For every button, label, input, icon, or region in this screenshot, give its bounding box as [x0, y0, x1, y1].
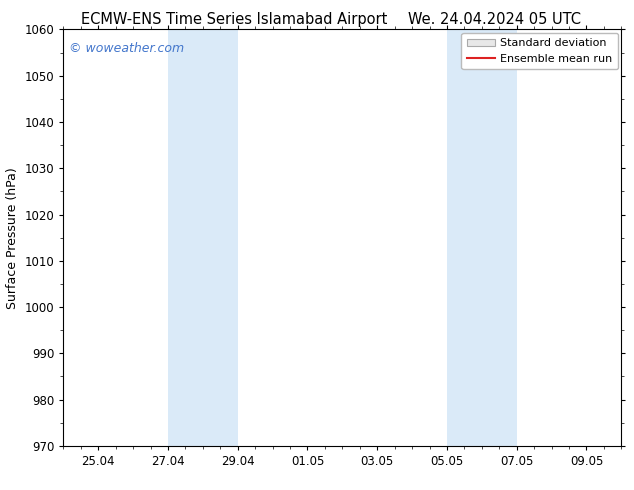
Bar [168, 29, 238, 446]
Text: ECMW-ENS Time Series Islamabad Airport: ECMW-ENS Time Series Islamabad Airport [81, 12, 388, 27]
Text: We. 24.04.2024 05 UTC: We. 24.04.2024 05 UTC [408, 12, 581, 27]
Y-axis label: Surface Pressure (hPa): Surface Pressure (hPa) [6, 167, 19, 309]
Text: © woweather.com: © woweather.com [69, 42, 184, 55]
Bar [447, 29, 517, 446]
Legend: Standard deviation, Ensemble mean run: Standard deviation, Ensemble mean run [462, 33, 618, 70]
